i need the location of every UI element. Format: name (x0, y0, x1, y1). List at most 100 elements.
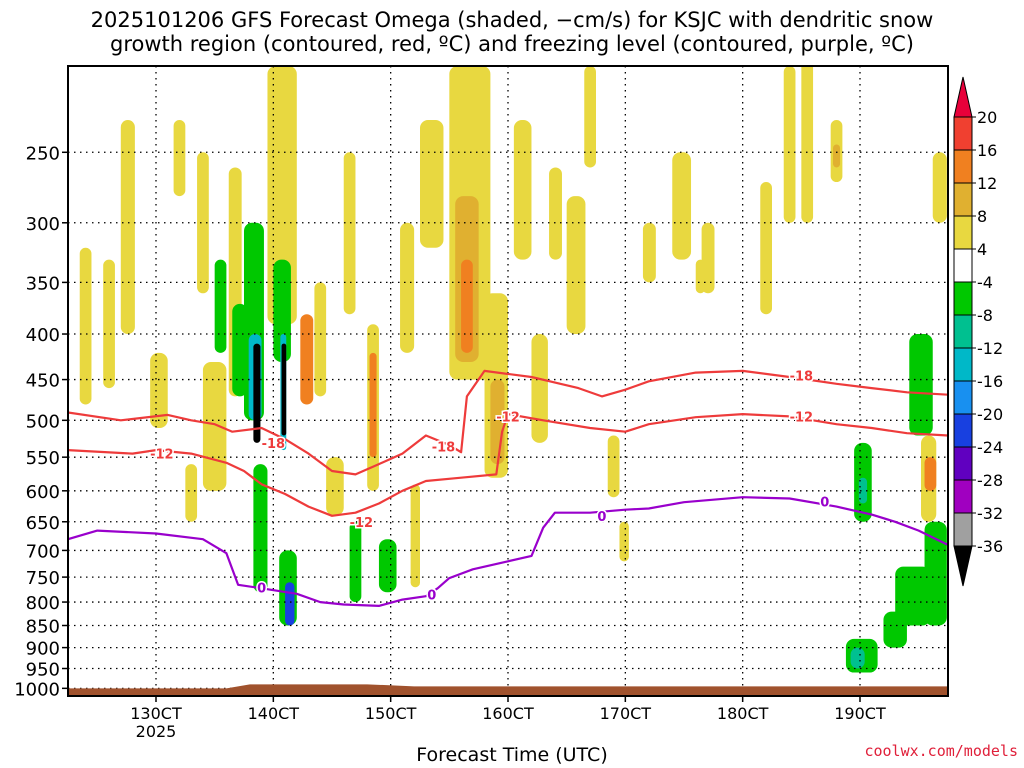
x-tick-label-190: 190CT (834, 704, 886, 723)
y-tick-label-400: 400 (26, 325, 60, 346)
omega-region-39 (549, 167, 562, 260)
omega-region-16 (273, 259, 291, 362)
x-tick-label-160: 160CT (482, 704, 534, 723)
y-tick-label-800: 800 (26, 593, 60, 614)
colorbar-swatch-12 (953, 479, 973, 514)
colorbar-bottom-arrow (953, 545, 973, 587)
omega-region-0 (79, 247, 92, 405)
contour-freezing-level (68, 496, 948, 607)
omega-region-28 (378, 539, 397, 593)
omega-region-61 (883, 611, 907, 648)
y-tick-label-450: 450 (26, 371, 60, 392)
omega-region-29 (400, 222, 415, 353)
y-tick-label-350: 350 (26, 273, 60, 294)
site-brand[interactable]: coolwx.com/models (864, 742, 1018, 760)
omega-region-48 (783, 66, 796, 223)
omega-region-34 (461, 259, 473, 353)
colorbar-label-7: -12 (977, 339, 1003, 358)
contour-label-7: 0 (257, 581, 266, 596)
colorbar-label-6: -8 (977, 306, 993, 325)
omega-region-7 (202, 361, 227, 491)
omega-region-10 (232, 303, 248, 397)
omega-region-59 (932, 152, 947, 223)
y-tick-label-250: 250 (26, 143, 60, 164)
axes: 2503003504004505005506006507007508008509… (14, 65, 949, 741)
omega-region-52 (858, 477, 868, 504)
omega-region-60 (924, 521, 947, 626)
colorbar-label-5: -4 (977, 273, 993, 292)
contour-label-0: -12 (150, 448, 174, 463)
omega-region-63 (801, 66, 814, 223)
omega-region-47 (760, 182, 772, 315)
omega-region-2 (120, 120, 135, 335)
y-tick-label-850: 850 (26, 616, 60, 637)
colorbar-label-3: 8 (977, 207, 987, 226)
x-tick-sublabel-130: 2025 (136, 722, 177, 741)
omega-region-56 (909, 334, 933, 436)
omega-region-41 (584, 66, 596, 168)
omega-region-45 (672, 152, 692, 260)
colorbar-label-1: 16 (977, 141, 997, 160)
colorbar-swatch-8 (953, 347, 973, 382)
x-axis-title: Forecast Time (UTC) (416, 744, 608, 766)
omega-region-15 (267, 66, 297, 325)
y-tick-label-300: 300 (26, 214, 60, 235)
omega-region-55 (895, 566, 931, 626)
contour-labels: -12 -18 -12 -18 -12 -18 -12 0 0 0 0 (149, 368, 831, 605)
omega-region-20 (285, 582, 295, 626)
omega-regions (79, 66, 947, 673)
y-tick-label-700: 700 (26, 541, 60, 562)
x-tick-label-140: 140CT (248, 704, 300, 723)
colorbar-label-8: -16 (977, 372, 1003, 391)
omega-region-27 (369, 352, 377, 458)
x-tick-label-170: 170CT (600, 704, 652, 723)
colorbar-label-12: -32 (977, 504, 1003, 523)
omega-region-23 (326, 457, 344, 516)
colorbar-swatch-3 (953, 182, 973, 217)
y-tick-label-950: 950 (26, 660, 60, 681)
colorbar-label-10: -24 (977, 438, 1003, 457)
colorbar-swatch-13 (953, 512, 973, 547)
contour-label-4: -12 (496, 410, 520, 425)
omega-region-14 (253, 464, 268, 593)
omega-region-18 (281, 343, 287, 436)
contour-label-3: -18 (432, 440, 456, 455)
omega-region-50 (833, 144, 841, 168)
colorbar-label-2: 12 (977, 174, 997, 193)
omega-region-24 (343, 152, 356, 315)
contour-label-10: 0 (820, 496, 829, 511)
y-tick-label-650: 650 (26, 513, 60, 534)
omega-region-44 (642, 222, 656, 283)
y-tick-label-750: 750 (26, 568, 60, 589)
colorbar-swatch-9 (953, 380, 973, 415)
colorbar-swatch-5 (953, 248, 973, 283)
colorbar: 20 16 12 8 4 -4 -8 -12 -16 -20 -24 -28 -32 -36 (953, 76, 1003, 587)
omega-region-22 (314, 282, 327, 397)
y-tick-label-1000: 1000 (14, 679, 60, 700)
omega-region-1 (103, 259, 115, 389)
chart-title-line1: 2025101206 GFS Forecast Omega (shaded, −… (90, 8, 934, 32)
omega-region-30 (410, 484, 420, 588)
colorbar-swatch-4 (953, 215, 973, 250)
colorbar-swatch-1 (953, 116, 973, 151)
omega-region-3 (150, 352, 168, 428)
omega-region-40 (566, 196, 586, 335)
contour-dendritic-upper (68, 369, 948, 476)
contour-layer (68, 369, 948, 607)
colorbar-label-4: 4 (977, 240, 987, 259)
colorbar-swatch-6 (953, 281, 973, 316)
contour-label-2: -12 (350, 516, 374, 531)
omega-region-31 (420, 120, 444, 248)
contour-label-6: -12 (790, 410, 814, 425)
colorbar-swatch-7 (953, 314, 973, 349)
omega-region-42 (607, 435, 620, 498)
omega-region-37 (513, 120, 532, 260)
omega-region-54 (850, 647, 865, 669)
colorbar-swatch-10 (953, 413, 973, 448)
colorbar-swatch-2 (953, 149, 973, 184)
terrain-surface (68, 684, 948, 696)
chart-title-line2: growth region (contoured, red, ºC) and f… (110, 32, 914, 56)
contour-lines (68, 369, 948, 607)
y-tick-label-600: 600 (26, 482, 60, 503)
